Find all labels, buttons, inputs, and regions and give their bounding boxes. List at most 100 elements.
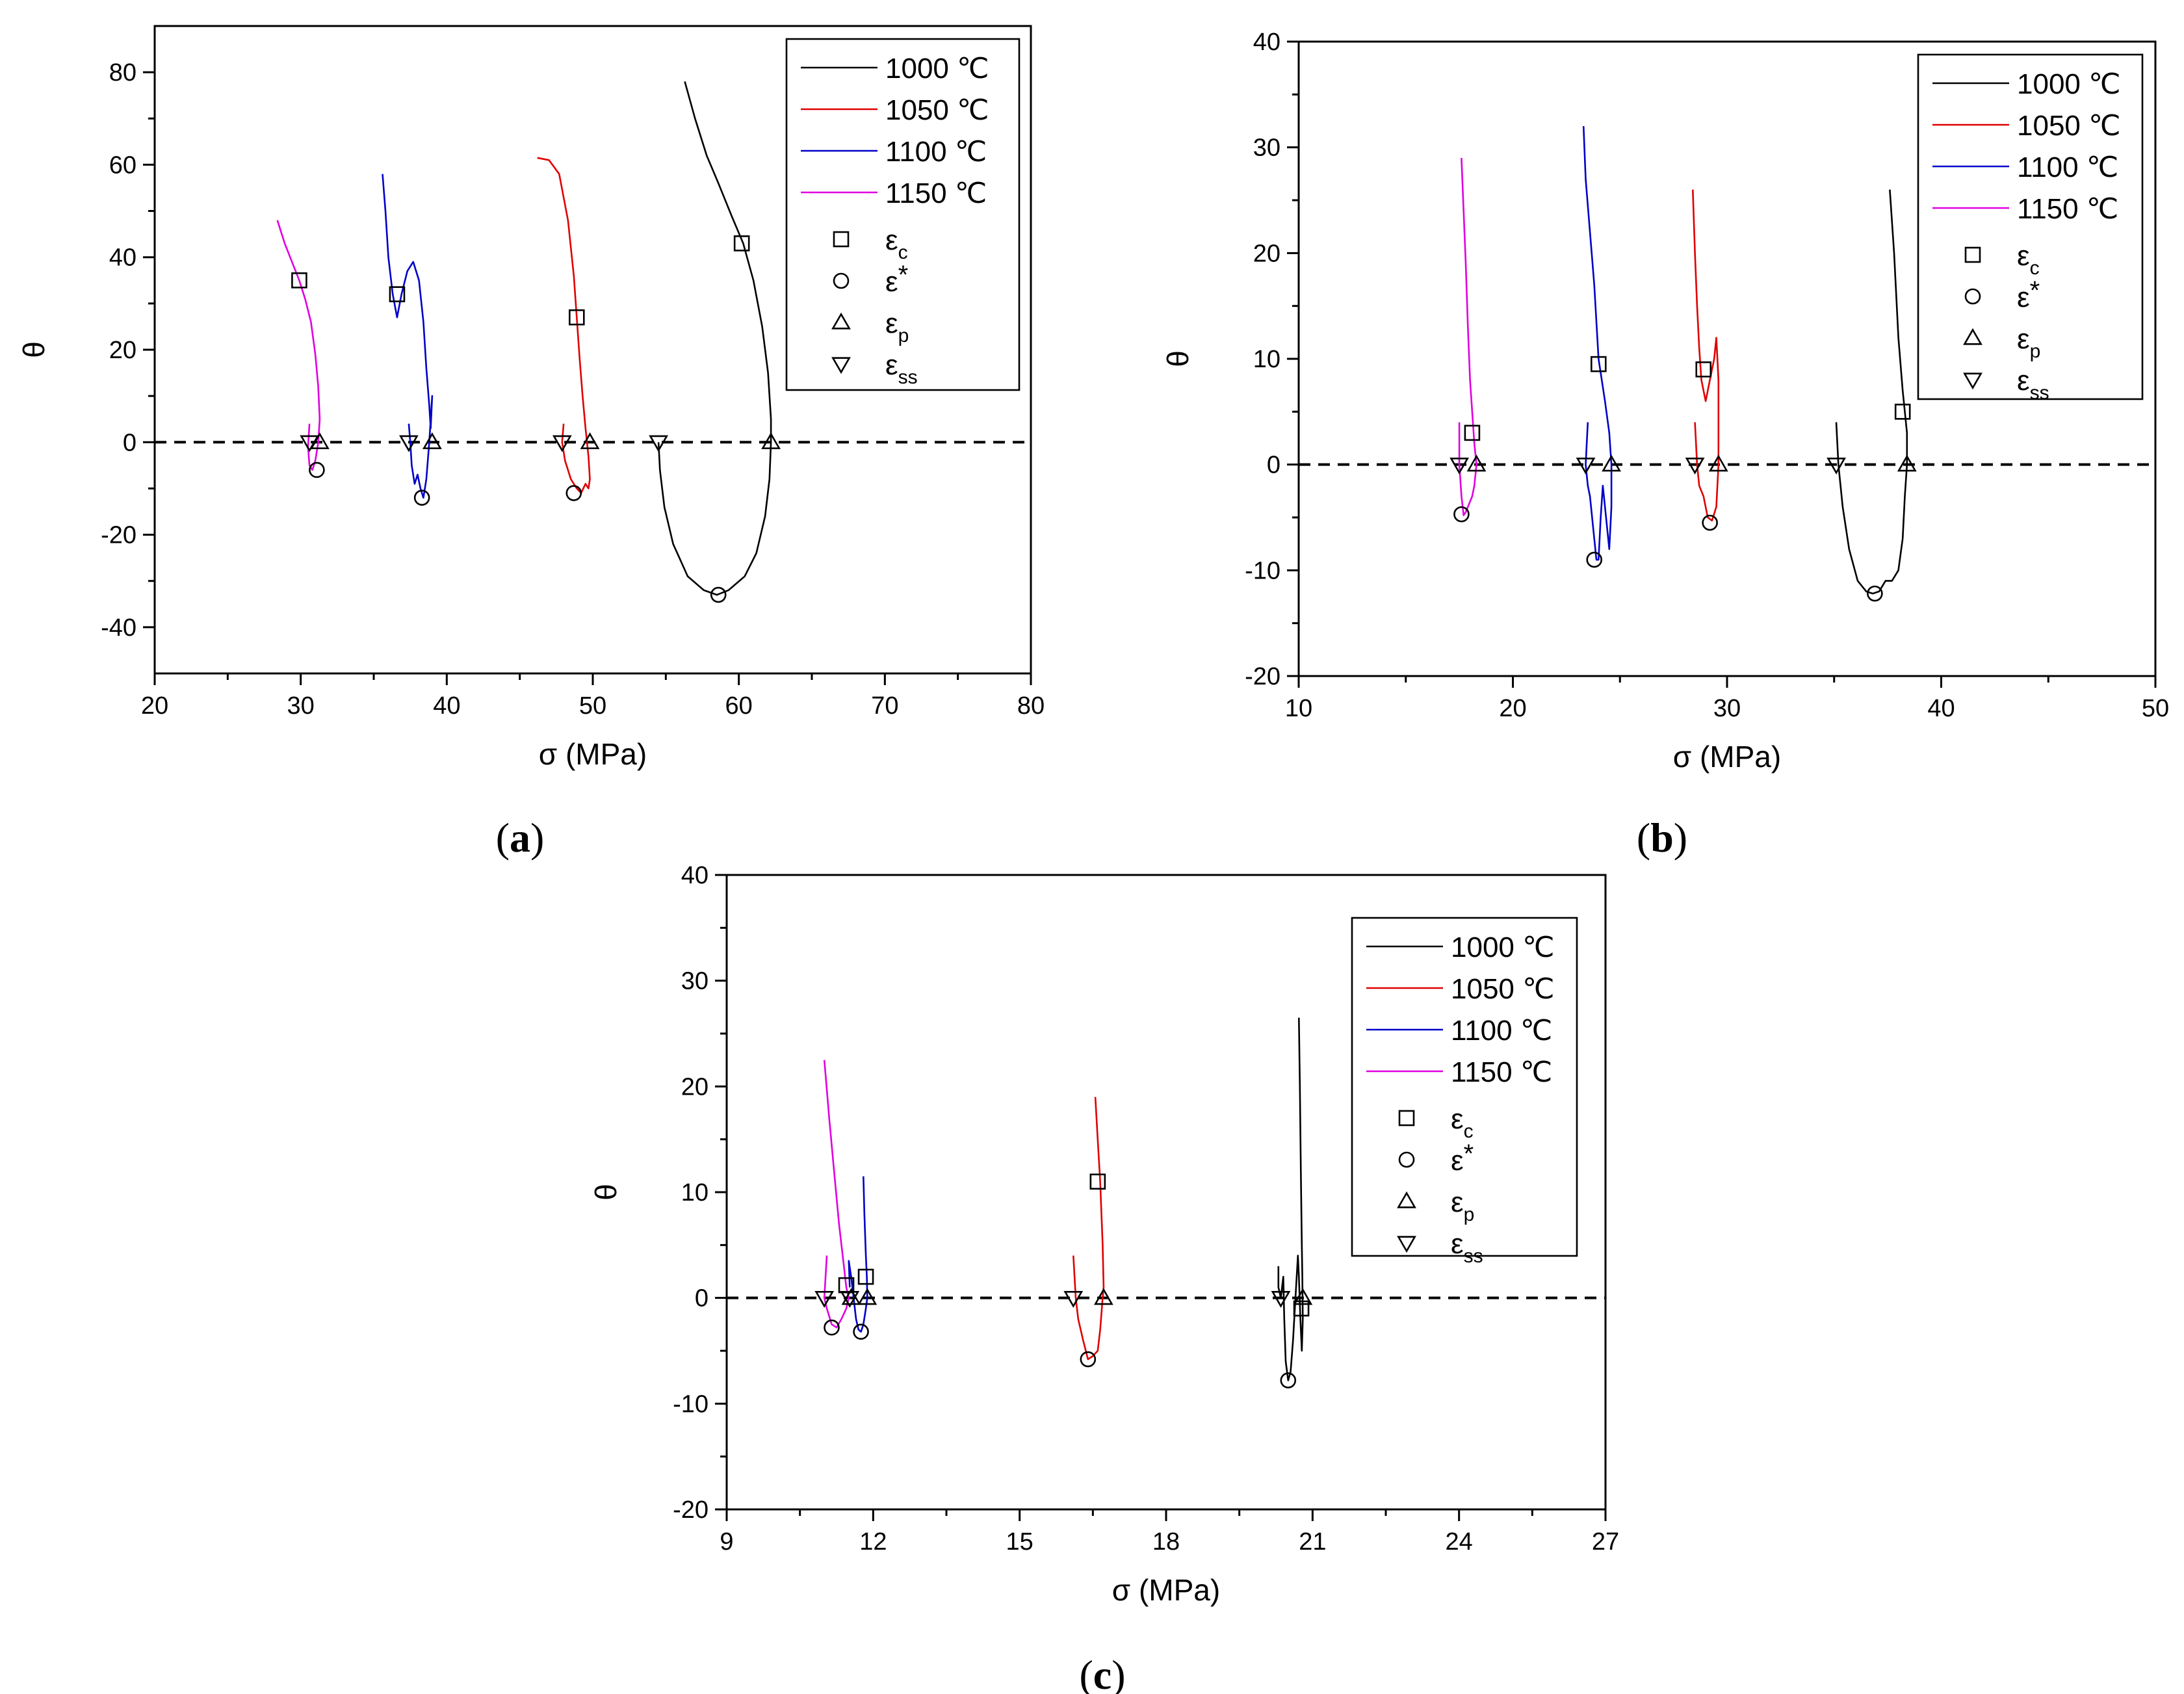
panel-a-chart: 20 30 40 50 60 70 80 -40 -20 0 20 40 60 80 σ (MPa) θ 100… xyxy=(17,25,1045,861)
panel-label-close: ) xyxy=(530,814,544,861)
x-tick-label: 15 xyxy=(1006,1528,1034,1556)
y-tick-label: 60 xyxy=(109,151,136,179)
legend-label-1050: 1050 ℃ xyxy=(2017,110,2121,142)
y-tick-label: 40 xyxy=(1253,29,1280,56)
legend-symbol-sup: * xyxy=(1464,1140,1474,1168)
panel-c-chart: 9 12 15 18 21 24 27 -20 -10 0 10 20 30 40 σ (MPa) θ 1000… xyxy=(589,862,1619,1694)
y-tick-label: -10 xyxy=(1245,557,1280,584)
x-tick-label: 20 xyxy=(1499,695,1526,722)
x-tick-label: 30 xyxy=(287,692,315,720)
marker-epsilon-p xyxy=(580,432,600,449)
legend-symbol-sub: p xyxy=(1464,1204,1475,1225)
marker-epsilon-ss xyxy=(552,435,572,452)
y-tick-label: 30 xyxy=(1253,135,1280,162)
x-tick-label: 21 xyxy=(1299,1528,1326,1556)
marker-epsilon-star xyxy=(1867,585,1883,602)
x-tick-label: 18 xyxy=(1152,1528,1180,1556)
series-line-1100 xyxy=(382,174,434,499)
legend-label-1100: 1100 ℃ xyxy=(1451,1015,1552,1047)
legend-symbol-sub: c xyxy=(2030,257,2040,279)
x-tick-label: 9 xyxy=(720,1528,733,1556)
panel-label-open: ( xyxy=(1079,1652,1093,1694)
marker-epsilon-ss xyxy=(1685,458,1705,475)
marker-epsilon-ss xyxy=(1576,458,1596,475)
marker-epsilon-ss xyxy=(814,1291,835,1308)
marker-epsilon-ss xyxy=(649,435,668,452)
x-tick-label: 60 xyxy=(725,692,753,720)
x-tick-label: 70 xyxy=(871,692,898,720)
y-tick-label: 20 xyxy=(109,337,136,364)
marker-epsilon-p xyxy=(422,432,442,449)
marker-epsilon-c xyxy=(389,286,406,302)
x-axis-label: σ (MPa) xyxy=(1112,1573,1220,1607)
x-tick-label: 50 xyxy=(2142,695,2169,722)
legend-label-1100: 1100 ℃ xyxy=(2017,151,2118,183)
marker-epsilon-p xyxy=(857,1288,878,1305)
y-tick-label: -20 xyxy=(673,1496,708,1524)
marker-epsilon-star xyxy=(1453,506,1470,523)
marker-epsilon-star xyxy=(566,485,582,501)
panel-b-chart: 10 20 30 40 50 -20 -10 0 10 20 30 40 σ (MPa) θ 1000 ℃ 1… xyxy=(1161,29,2169,861)
y-axis-label: θ xyxy=(589,1184,623,1201)
legend-marker-circle xyxy=(833,272,850,289)
marker-epsilon-star xyxy=(1702,514,1718,531)
x-tick-label: 40 xyxy=(1927,695,1955,722)
x-axis-label: σ (MPa) xyxy=(539,737,647,771)
marker-epsilon-ss xyxy=(840,1291,860,1308)
series-line-1100 xyxy=(1582,126,1613,561)
marker-epsilon-star xyxy=(1586,551,1603,568)
legend-symbol-sub: p xyxy=(898,325,909,346)
panel-label: (c) xyxy=(1079,1652,1125,1694)
y-tick-label: -20 xyxy=(1245,663,1280,690)
y-tick-label: 20 xyxy=(1253,240,1280,267)
panel-label-letter: c xyxy=(1093,1652,1112,1694)
legend-box xyxy=(785,38,1020,391)
series-line-1150 xyxy=(823,1060,850,1329)
x-tick-label: 24 xyxy=(1446,1528,1473,1556)
x-tick-label: 20 xyxy=(141,692,168,720)
panel-label-letter: b xyxy=(1650,814,1674,861)
x-tick-label: 80 xyxy=(1017,692,1045,720)
series-line-1000 xyxy=(1835,189,1908,595)
legend-symbol-base: ε xyxy=(885,349,898,381)
panel-label-close: ) xyxy=(1674,814,1687,861)
marker-epsilon-ss xyxy=(1450,458,1470,475)
x-tick-label: 30 xyxy=(1713,695,1741,722)
marker-epsilon-ss xyxy=(1826,458,1846,475)
y-tick-label: -20 xyxy=(101,522,136,549)
marker-epsilon-ss xyxy=(1063,1291,1084,1308)
legend-marker-label: εss xyxy=(2017,365,2049,404)
x-tick-label: 10 xyxy=(1285,695,1312,722)
legend-symbol-sub: ss xyxy=(898,367,918,388)
series-line-1050 xyxy=(537,157,591,494)
panel-label-open: ( xyxy=(496,814,510,861)
legend-label-1150: 1150 ℃ xyxy=(2017,193,2118,225)
legend-label-1150: 1150 ℃ xyxy=(1451,1056,1552,1088)
legend-marker-label: ε* xyxy=(2017,276,2040,313)
legend-symbol-base: ε xyxy=(1451,1228,1464,1260)
legend-symbol-sub: ss xyxy=(1464,1245,1483,1267)
panel-label-letter: a xyxy=(510,814,530,861)
panel-label: (b) xyxy=(1637,814,1687,861)
y-tick-label: 0 xyxy=(1267,452,1280,479)
legend-marker-triangle-up xyxy=(831,312,851,330)
marker-epsilon-c xyxy=(1591,356,1607,372)
y-tick-label: 40 xyxy=(681,862,708,889)
legend-label-1000: 1000 ℃ xyxy=(2017,68,2121,100)
marker-epsilon-c xyxy=(733,235,750,252)
y-tick-label: 0 xyxy=(695,1285,708,1312)
marker-epsilon-p xyxy=(1708,454,1728,472)
legend-label-1050: 1050 ℃ xyxy=(885,94,989,126)
x-tick-label: 50 xyxy=(579,692,606,720)
legend-marker-label: εss xyxy=(1451,1228,1483,1267)
legend-label-1000: 1000 ℃ xyxy=(1451,932,1555,963)
legend-marker-label: εc xyxy=(885,224,908,263)
marker-epsilon-ss xyxy=(399,435,419,452)
series-line-1100 xyxy=(848,1176,868,1333)
y-tick-label: 0 xyxy=(123,429,136,456)
legend-box xyxy=(1351,917,1578,1257)
legend-symbol-sup: * xyxy=(898,261,909,289)
legend-marker-label: εp xyxy=(1451,1186,1474,1225)
y-axis-label: θ xyxy=(1161,350,1195,367)
